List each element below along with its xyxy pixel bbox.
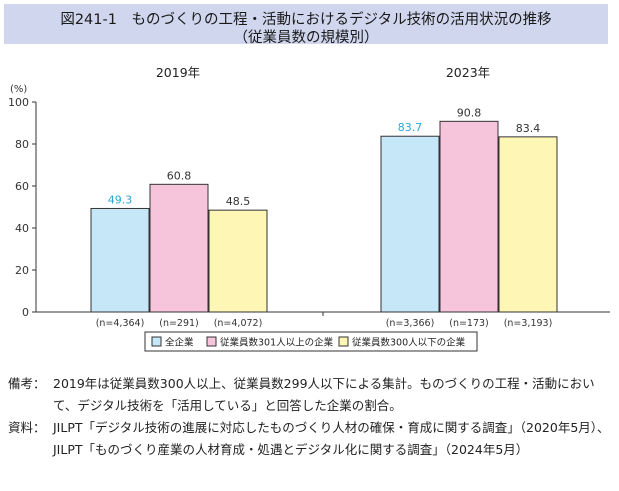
bar <box>380 135 440 313</box>
bar-value-label: 60.8 <box>167 169 192 182</box>
y-tick-label: 40 <box>15 222 29 235</box>
bar-value-label: 90.8 <box>457 106 482 119</box>
legend-label: 従業員数300人以下の企業 <box>352 337 466 349</box>
bar <box>498 136 558 313</box>
note-remarks-label: 備考： <box>8 376 46 391</box>
legend-label: 全企業 <box>165 337 194 349</box>
chart-title-box: 図241-1 ものづくりの工程・活動におけるデジタル技術の活用状況の推移 （従業… <box>4 4 608 46</box>
legend-box <box>144 331 478 352</box>
note-source-text: JILPT「デジタル技術の進展に対応したものづくり人材の確保・育成に関する調査」… <box>53 420 610 457</box>
group-label: 2023年 <box>446 65 490 80</box>
bar <box>439 120 499 313</box>
y-tick-label: 100 <box>8 96 29 109</box>
bar <box>90 207 150 313</box>
legend-swatch <box>151 336 162 347</box>
legend-label: 従業員数301人以上の企業 <box>220 337 334 349</box>
group-label: 2019年 <box>156 65 200 80</box>
bar-chart: (%) 0 20 40 60 80 100 2019年 49.3 (n=4,364) 60.8 (n=… <box>8 65 610 352</box>
y-tick-label: 80 <box>15 138 29 151</box>
legend-swatch <box>338 336 349 347</box>
sample-size-label: (n=4,072) <box>214 318 263 329</box>
note-source: 資料： JILPT「デジタル技術の進展に対応したものづくり人材の確保・育成に関す… <box>8 417 612 461</box>
legend-swatch <box>206 336 217 347</box>
y-tick-label: 20 <box>15 264 29 277</box>
sample-size-label: (n=291) <box>159 318 199 329</box>
bar <box>149 183 209 313</box>
note-remarks: 備考： 2019年は従業員数300人以上、従業員数299人以下による集計。ものづ… <box>8 373 612 417</box>
y-tick-label: 0 <box>22 306 29 319</box>
bar-value-label: 49.3 <box>108 193 133 206</box>
chart-subtitle: （従業員数の規模別） <box>233 30 379 46</box>
bar-value-label: 48.5 <box>226 195 251 208</box>
sample-size-label: (n=3,193) <box>504 318 553 329</box>
note-source-label: 資料： <box>8 420 46 435</box>
notes-section: 備考： 2019年は従業員数300人以上、従業員数299人以下による集計。ものづ… <box>8 373 612 461</box>
y-tick-label: 60 <box>15 180 29 193</box>
sample-size-label: (n=173) <box>449 318 489 329</box>
bar <box>208 209 268 313</box>
sample-size-label: (n=4,364) <box>96 318 145 329</box>
sample-size-label: (n=3,366) <box>386 318 435 329</box>
bar-value-label: 83.7 <box>398 121 423 134</box>
y-unit-label: (%) <box>10 84 27 95</box>
bar-value-label: 83.4 <box>516 122 541 135</box>
chart-title: 図241-1 ものづくりの工程・活動におけるデジタル技術の活用状況の推移 <box>60 12 552 28</box>
note-remarks-text: 2019年は従業員数300人以上、従業員数299人以下による集計。ものづくりの工… <box>53 376 595 413</box>
